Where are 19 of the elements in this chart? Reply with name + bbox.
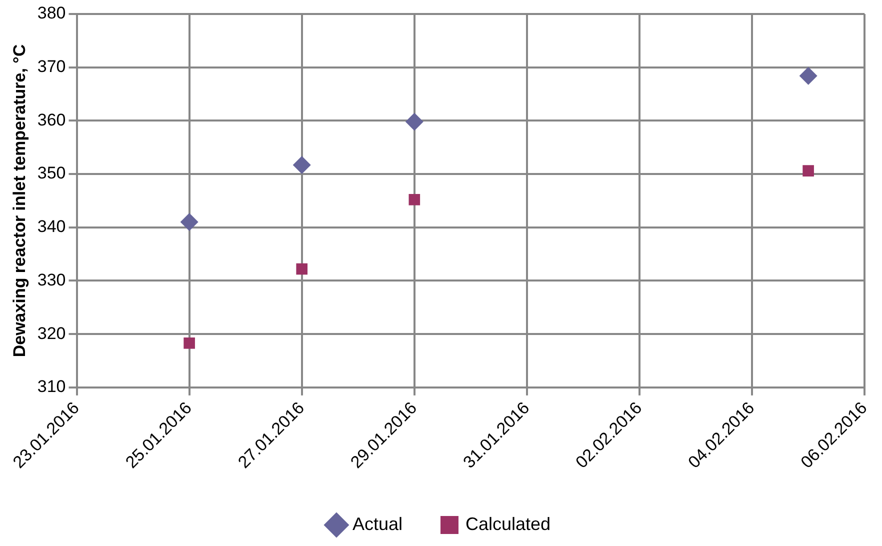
point (296, 263, 308, 275)
y-tick-label: 320 (37, 324, 66, 343)
y-tick-label: 310 (37, 377, 66, 396)
point (180, 213, 198, 232)
legend-label: Actual (352, 514, 402, 534)
y-tick-label: 330 (37, 270, 66, 290)
point (799, 66, 818, 85)
y-tick-label: 350 (37, 164, 66, 183)
point (802, 165, 814, 176)
point (405, 112, 424, 131)
y-tick-label: 360 (37, 110, 66, 130)
point (408, 194, 420, 206)
point (184, 337, 195, 349)
y-tick-label: 340 (37, 217, 66, 236)
point (292, 156, 311, 174)
legend-label: Calculated (465, 514, 551, 534)
y-tick-label: 380 (37, 4, 66, 23)
y-axis-title: Dewaxing reactor inlet temperature, °C (10, 44, 29, 358)
y-tick-label: 370 (37, 57, 66, 76)
